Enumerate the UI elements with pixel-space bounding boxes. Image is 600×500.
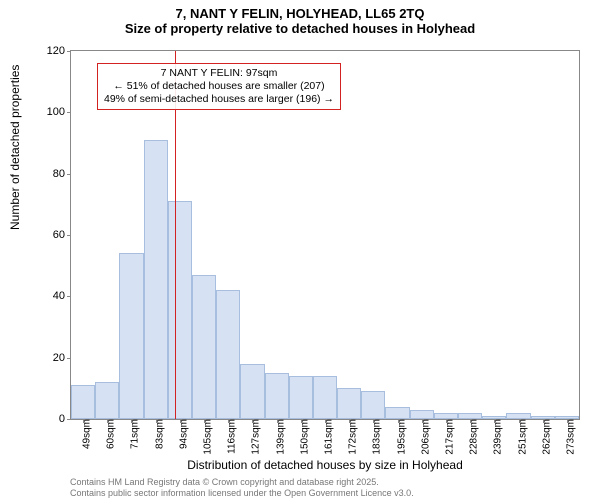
x-tick-label: 239sqm	[491, 419, 504, 455]
annotation-box: 7 NANT Y FELIN: 97sqm← 51% of detached h…	[97, 63, 341, 110]
x-tick-label: 60sqm	[104, 419, 117, 449]
x-tick-label: 183sqm	[370, 419, 383, 455]
histogram-bar	[313, 376, 337, 419]
x-tick-label: 206sqm	[418, 419, 431, 455]
x-axis-label: Distribution of detached houses by size …	[70, 458, 580, 472]
y-tick-mark	[67, 235, 71, 236]
y-tick-mark	[67, 358, 71, 359]
title-block: 7, NANT Y FELIN, HOLYHEAD, LL65 2TQ Size…	[0, 0, 600, 36]
x-tick-label: 94sqm	[176, 419, 189, 449]
x-tick-label: 139sqm	[273, 419, 286, 455]
footer-line-2: Contains public sector information licen…	[70, 488, 414, 498]
footer-line-1: Contains HM Land Registry data © Crown c…	[70, 477, 414, 487]
histogram-bar	[192, 275, 216, 419]
y-tick-mark	[67, 51, 71, 52]
x-tick-label: 49sqm	[80, 419, 93, 449]
x-tick-label: 161sqm	[322, 419, 335, 455]
histogram-bar	[95, 382, 119, 419]
histogram-bar	[289, 376, 313, 419]
x-tick-label: 71sqm	[128, 419, 141, 449]
histogram-bar	[216, 290, 240, 419]
histogram-bar	[410, 410, 434, 419]
histogram-bar	[71, 385, 95, 419]
plot-area: 02040608010012049sqm60sqm71sqm83sqm94sqm…	[70, 50, 580, 420]
histogram-bar	[265, 373, 289, 419]
title-line-1: 7, NANT Y FELIN, HOLYHEAD, LL65 2TQ	[0, 6, 600, 21]
x-tick-label: 273sqm	[563, 419, 576, 455]
chart-container: 7, NANT Y FELIN, HOLYHEAD, LL65 2TQ Size…	[0, 0, 600, 500]
x-tick-label: 228sqm	[467, 419, 480, 455]
histogram-bar	[119, 253, 143, 419]
footer-attribution: Contains HM Land Registry data © Crown c…	[70, 477, 414, 498]
x-tick-label: 105sqm	[201, 419, 214, 455]
annotation-line: 7 NANT Y FELIN: 97sqm	[104, 67, 334, 80]
x-tick-label: 127sqm	[249, 419, 262, 455]
y-tick-mark	[67, 296, 71, 297]
histogram-bar	[168, 201, 192, 419]
histogram-bar	[385, 407, 409, 419]
histogram-bar	[240, 364, 264, 419]
annotation-line: ← 51% of detached houses are smaller (20…	[104, 80, 334, 93]
histogram-bar	[337, 388, 361, 419]
histogram-bar	[361, 391, 385, 419]
x-tick-label: 251sqm	[515, 419, 528, 455]
x-tick-label: 116sqm	[225, 419, 238, 454]
x-tick-label: 83sqm	[152, 419, 165, 449]
x-tick-label: 262sqm	[539, 419, 552, 455]
y-tick-mark	[67, 112, 71, 113]
annotation-line: 49% of semi-detached houses are larger (…	[104, 93, 334, 106]
title-line-2: Size of property relative to detached ho…	[0, 21, 600, 36]
histogram-bar	[144, 140, 168, 419]
x-tick-label: 217sqm	[442, 419, 455, 455]
x-tick-label: 195sqm	[394, 419, 407, 455]
y-axis-label: Number of detached properties	[8, 65, 22, 230]
y-tick-mark	[67, 174, 71, 175]
x-tick-label: 150sqm	[297, 419, 310, 455]
y-tick-mark	[67, 419, 71, 420]
x-tick-label: 172sqm	[346, 419, 359, 455]
